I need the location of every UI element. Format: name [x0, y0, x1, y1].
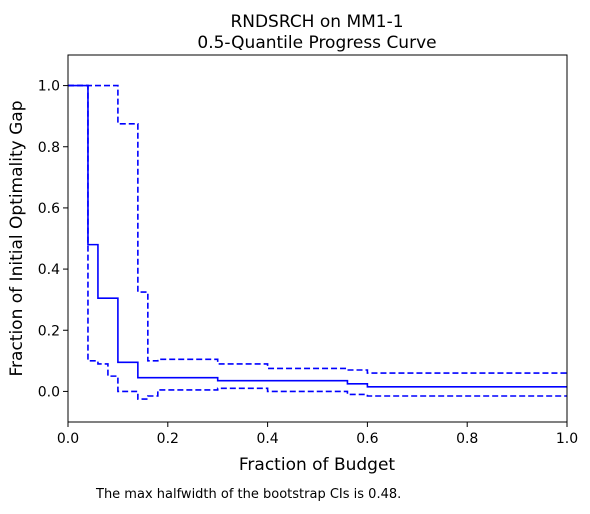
x-tick-label: 0.0 [57, 431, 79, 447]
median-progress-line [68, 84, 567, 388]
x-axis-label: Fraction of Budget [239, 455, 396, 475]
chart-subtitle: 0.5-Quantile Progress Curve [197, 33, 436, 53]
chart-title: RNDSRCH on MM1-1 [230, 12, 403, 32]
x-tick-label: 0.2 [157, 431, 179, 447]
y-tick-label: 0.8 [38, 140, 60, 156]
ci-bound-line-1 [68, 84, 567, 374]
plot-frame [67, 54, 568, 423]
x-tick-label: 0.6 [356, 431, 378, 447]
y-tick-label: 0.0 [38, 384, 60, 400]
y-axis-label: Fraction of Initial Optimality Gap [7, 101, 27, 377]
y-tick-label: 1.0 [38, 79, 60, 95]
y-tick-label: 0.2 [38, 323, 60, 339]
y-tick-label: 0.4 [38, 262, 60, 278]
series-layer [68, 84, 567, 400]
y-tick-label: 0.6 [38, 201, 60, 217]
ticks-layer: 0.0 0.2 0.4 0.6 0.8 1.0 0.0 0.2 0.4 0.6 0.8 1.0 [38, 79, 578, 447]
x-tick-label: 1.0 [556, 431, 578, 447]
halfwidth-caption: The max halfwidth of the bootstrap CIs i… [96, 487, 402, 502]
x-tick-label: 0.8 [456, 431, 478, 447]
x-tick-label: 0.4 [256, 431, 278, 447]
ci-bound-line-2 [68, 84, 567, 400]
